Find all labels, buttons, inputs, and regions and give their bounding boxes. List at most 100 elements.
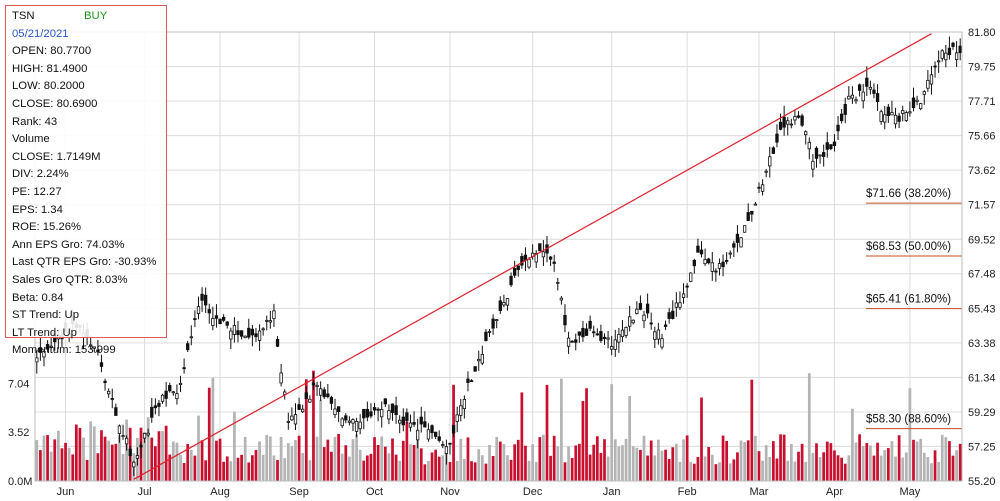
- candle-body: [495, 319, 499, 322]
- volume-bar: [768, 456, 772, 481]
- volume-bar: [513, 444, 517, 481]
- volume-bar: [577, 443, 581, 481]
- candle-body: [933, 65, 937, 68]
- candle-body: [538, 243, 542, 252]
- candle-body: [484, 331, 488, 342]
- volume-bar: [480, 455, 484, 481]
- candle-body: [807, 141, 811, 150]
- candle-body: [566, 337, 571, 347]
- candle-body: [333, 408, 337, 416]
- candle-body: [415, 429, 420, 441]
- candle-body: [351, 419, 355, 424]
- candle-body: [132, 461, 136, 468]
- candle-body: [685, 285, 689, 288]
- volume-bar: [922, 452, 926, 481]
- candle-body: [915, 99, 919, 102]
- candle-body: [128, 448, 132, 457]
- candle-body: [703, 259, 707, 265]
- volume-bar: [811, 452, 815, 481]
- candle-body: [186, 343, 190, 351]
- candle-body: [793, 116, 797, 121]
- candle-body: [362, 408, 366, 419]
- candle-body: [329, 397, 334, 404]
- candle-body: [843, 103, 847, 115]
- high-value: HIGH: 81.4900: [12, 62, 88, 75]
- volume-bar: [829, 443, 833, 481]
- volume-bar: [782, 434, 786, 481]
- volume-bar: [348, 456, 351, 481]
- candle-body: [207, 309, 211, 314]
- volume-bar: [333, 436, 337, 481]
- volume-bar: [197, 415, 200, 481]
- candle-body: [656, 329, 661, 340]
- volume-bar: [391, 438, 394, 481]
- volume-bar: [915, 441, 919, 481]
- month-tick-label: Jun: [57, 486, 75, 498]
- month-tick-label: Feb: [678, 486, 697, 498]
- volume-bar: [556, 446, 560, 481]
- fib-level-label: $71.66 (38.20%): [866, 188, 951, 200]
- volume-bar: [225, 456, 229, 481]
- candle-body: [218, 318, 222, 325]
- volume-bar: [800, 443, 804, 481]
- candle-body: [513, 267, 517, 276]
- volume-bar: [865, 443, 869, 481]
- volume-bar: [933, 450, 937, 481]
- volume-bar: [754, 435, 757, 481]
- candle-body: [121, 435, 125, 437]
- candle-body: [462, 399, 467, 409]
- volume-bar: [326, 439, 330, 481]
- candle-body: [99, 362, 104, 367]
- candle-body: [502, 302, 506, 306]
- candle-body: [419, 416, 423, 425]
- candle-body: [739, 237, 743, 248]
- lt-trend-value: LT Trend: Up: [12, 326, 77, 339]
- volume-bar: [847, 455, 851, 481]
- candle-body: [293, 414, 298, 425]
- candle-body: [178, 382, 183, 386]
- volume-bar: [376, 444, 380, 481]
- candle-body: [929, 74, 934, 85]
- price-tick-label: 81.80: [968, 27, 996, 39]
- volume-bar: [498, 441, 502, 481]
- candle-body: [204, 294, 208, 306]
- candle-body: [477, 358, 481, 362]
- volume-bar: [570, 457, 574, 481]
- volume-bar: [689, 461, 693, 481]
- volume-bar: [901, 457, 905, 481]
- candle-body: [653, 331, 657, 340]
- candle-body: [487, 331, 492, 333]
- candle-body: [638, 303, 643, 310]
- candle-body: [825, 142, 829, 150]
- volume-bar: [491, 456, 495, 481]
- candle-body: [527, 258, 531, 268]
- candle-body: [746, 212, 750, 221]
- candle-body: [602, 336, 607, 340]
- volume-bar: [955, 450, 958, 481]
- candle-body: [710, 262, 714, 272]
- volume-bar: [340, 453, 344, 481]
- volume-bar: [764, 445, 768, 481]
- volume-bar: [186, 443, 190, 481]
- volume-bar: [858, 434, 861, 481]
- candle-body: [714, 270, 718, 273]
- candle-body: [160, 394, 165, 402]
- price-tick-label: 61.34: [968, 372, 996, 384]
- volume-bar: [240, 454, 243, 481]
- volume-bar: [840, 457, 843, 481]
- candle-body: [114, 407, 118, 416]
- volume-bar: [833, 450, 836, 481]
- volume-bar: [204, 460, 208, 481]
- volume-bar: [409, 444, 412, 481]
- volume-bar: [653, 455, 657, 481]
- candle-body: [760, 184, 765, 192]
- volume-bar: [772, 441, 775, 481]
- month-tick-label: Jan: [603, 486, 621, 498]
- volume-bar: [258, 441, 261, 481]
- candle-body: [290, 415, 294, 421]
- month-tick-label: Aug: [210, 486, 230, 498]
- volume-bar: [714, 464, 718, 481]
- volume-bar: [674, 443, 678, 481]
- volume-bar: [276, 460, 279, 481]
- candle-body: [548, 256, 553, 260]
